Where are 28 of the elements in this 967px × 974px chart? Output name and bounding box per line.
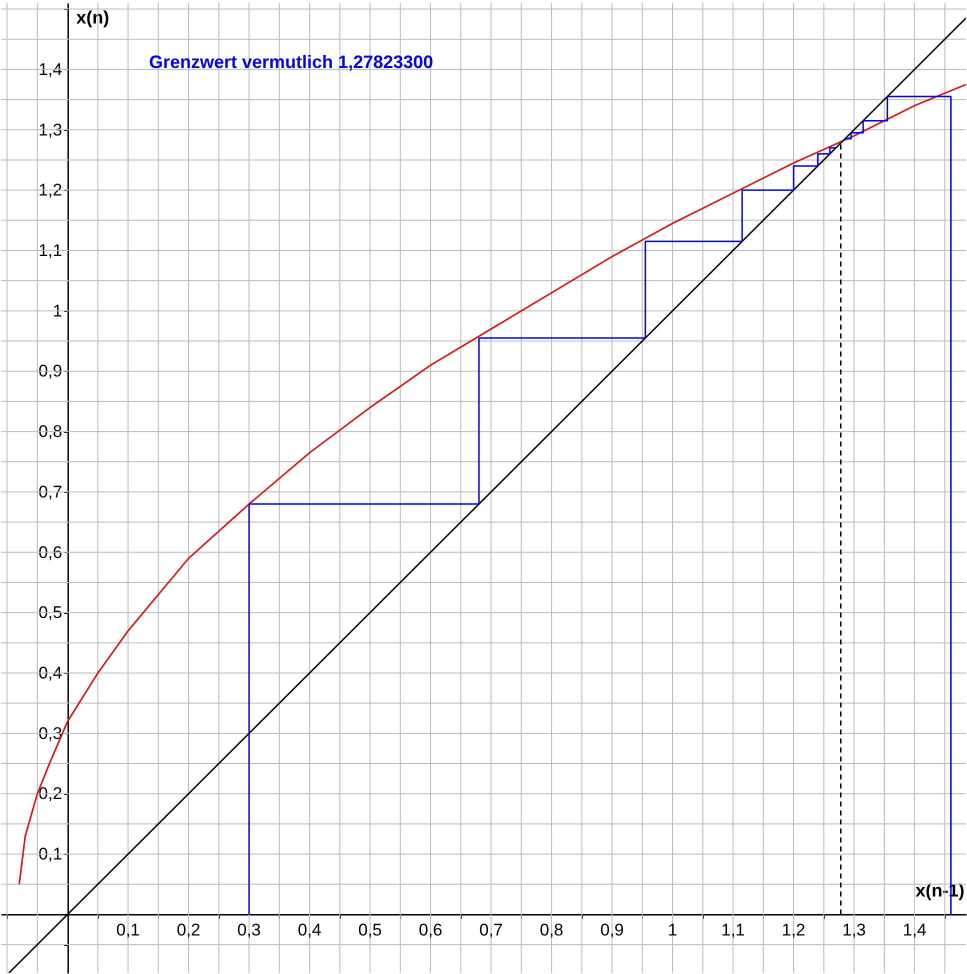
y-axis-title: x(n) bbox=[76, 8, 110, 28]
x-tick-label: 0,4 bbox=[298, 920, 322, 940]
y-tick-label: 0,2 bbox=[38, 784, 62, 804]
y-tick-label: 0,1 bbox=[38, 844, 62, 864]
y-tick-label: 0,7 bbox=[38, 482, 62, 502]
annotation: Grenzwert vermutlich 1,27823300 bbox=[149, 52, 434, 72]
y-tick-label: 1 bbox=[52, 301, 62, 320]
x-tick-label: 0,7 bbox=[479, 920, 503, 940]
y-tick-label: 0,5 bbox=[38, 603, 62, 622]
x-tick-label: 0,1 bbox=[116, 920, 140, 940]
y-tick-label: 0,6 bbox=[38, 542, 62, 562]
x-tick-label: 0,3 bbox=[237, 920, 261, 940]
x-tick-label: 1,4 bbox=[902, 920, 926, 940]
x-tick-label: 0,5 bbox=[358, 920, 382, 940]
line-series bbox=[18, 84, 966, 886]
y-tick-label: 0,8 bbox=[38, 422, 62, 442]
x-tick-label: 1,3 bbox=[842, 920, 866, 940]
x-tick-label: 1,2 bbox=[782, 920, 806, 940]
line-series bbox=[248, 147, 837, 916]
x-tick-label: 0,6 bbox=[418, 920, 442, 940]
x-tick-label: 1 bbox=[668, 920, 678, 940]
x-tick-label: 1,1 bbox=[721, 920, 745, 940]
y-tick-label: 1,4 bbox=[38, 60, 62, 79]
x-tick-label: 0,2 bbox=[176, 920, 200, 940]
y-tick-label: 1,2 bbox=[38, 180, 62, 200]
x-tick-label: 0,9 bbox=[600, 920, 624, 940]
x-tick-label: 0,8 bbox=[540, 920, 564, 940]
y-tick-label: 1,3 bbox=[38, 120, 62, 140]
